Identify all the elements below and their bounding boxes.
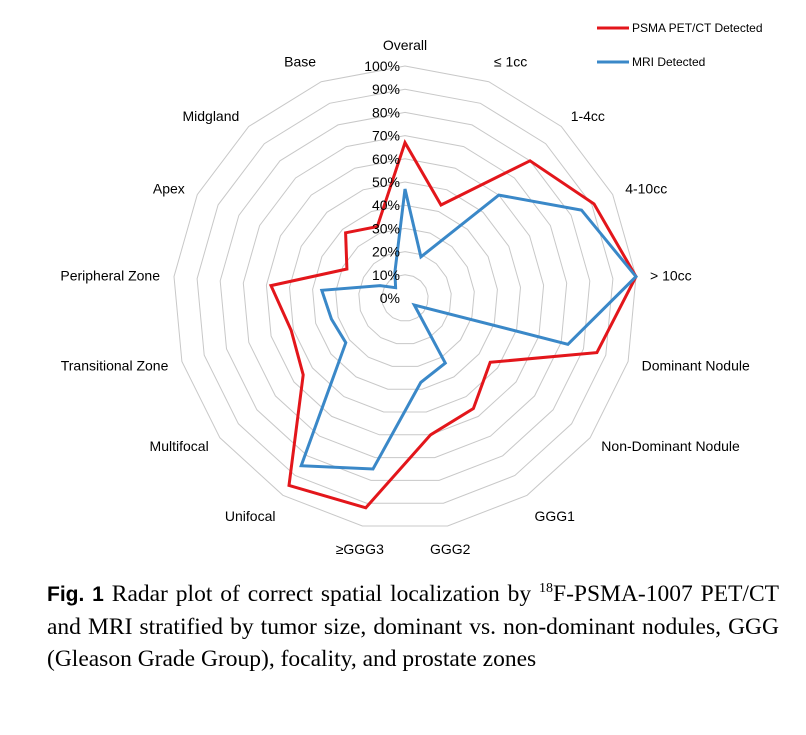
grid-ring [196, 88, 614, 504]
radial-tick-label: 90% [372, 81, 400, 97]
grid-ring [173, 65, 637, 527]
figure-caption: Fig. 1 Radar plot of correct spatial loc… [47, 578, 779, 675]
radial-tick-label: 100% [364, 58, 400, 74]
radial-tick-label: 70% [372, 128, 400, 144]
category-label: Dominant Nodule [642, 357, 750, 373]
category-label: Non-Dominant Nodule [601, 438, 740, 454]
category-label: 1-4cc [571, 108, 605, 124]
category-label: Peripheral Zone [60, 267, 160, 283]
radial-tick-label: 60% [372, 151, 400, 167]
radial-tick-label: 20% [372, 244, 400, 260]
grid-ring [312, 204, 498, 390]
category-label: > 10cc [650, 267, 692, 283]
category-label: Unifocal [225, 508, 276, 524]
figure-label: Fig. 1 [47, 583, 104, 606]
radial-tick-label: 0% [380, 290, 400, 306]
category-label: GGG2 [430, 541, 471, 557]
series-line-psma [268, 138, 638, 510]
series-layer [268, 138, 639, 510]
grid-ring [265, 158, 545, 436]
caption-text-end: F-PSMA-1007 PET/CT and MRI stratified by… [47, 581, 779, 672]
radial-tick-label: 40% [372, 197, 400, 213]
category-label: 4-10cc [625, 180, 667, 196]
caption-text-start: Radar plot of correct spatial localizati… [103, 581, 540, 607]
grid-ring [358, 251, 452, 345]
caption-superscript: 18 [539, 581, 554, 596]
radar-chart-svg: 0% 10% 20% 30% 40% 50% 60% 70% 80% 90% 100% Overall… [60, 21, 763, 557]
category-label: Midgland [182, 108, 239, 124]
category-label: Apex [153, 180, 185, 196]
radar-chart: 0% 10% 20% 30% 40% 50% 60% 70% 80% 90% 100% Overall… [60, 21, 763, 557]
legend-label-mri: MRI Detected [632, 55, 705, 69]
category-label: Multifocal [150, 438, 209, 454]
grid-ring [335, 227, 475, 367]
label-layer: 0% 10% 20% 30% 40% 50% 60% 70% 80% 90% 100% Overall… [60, 37, 750, 557]
category-label: Base [284, 54, 316, 70]
series-line-mri [299, 188, 639, 471]
category-label: Transitional Zone [61, 357, 169, 373]
category-label: ≤ 1cc [494, 54, 527, 70]
legend: PSMA PET/CT Detected MRI Detected [597, 21, 763, 69]
radial-tick-label: 50% [372, 174, 400, 190]
radial-tick-label: 10% [372, 267, 400, 283]
category-label: Overall [383, 37, 427, 53]
legend-label-psma: PSMA PET/CT Detected [632, 21, 763, 35]
grid-ring [242, 135, 568, 459]
radial-tick-label: 30% [372, 220, 400, 236]
category-label: ≥GGG3 [336, 541, 384, 557]
category-label: GGG1 [535, 508, 576, 524]
radial-tick-label: 80% [372, 104, 400, 120]
grid-layer [173, 65, 637, 527]
